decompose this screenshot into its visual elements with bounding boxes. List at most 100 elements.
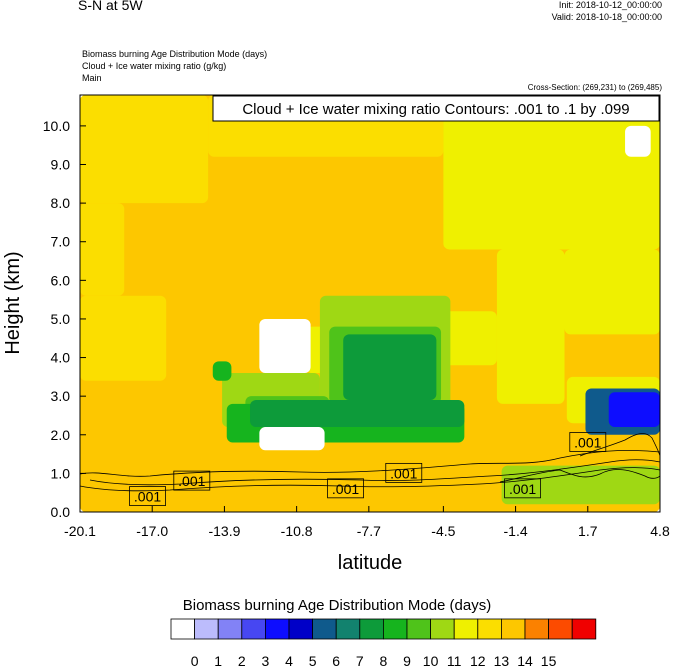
x-tick-label: 4.8	[650, 523, 670, 539]
colorbar-swatch	[382, 618, 408, 640]
shaded-region	[80, 203, 125, 296]
shaded-region	[496, 249, 565, 404]
contour-label-box	[327, 478, 364, 499]
shaded-region	[250, 400, 465, 428]
colorbar-label: 11	[447, 653, 462, 668]
shaded-region	[501, 465, 660, 505]
contour-label-box	[173, 470, 211, 491]
cross-section-label: Cross-Section: (269,231) to (269,485)	[527, 83, 662, 92]
shaded-region	[343, 334, 437, 401]
colorbar-swatch	[288, 618, 314, 640]
colorbar-label: 9	[403, 653, 411, 668]
chart-main-title: S-N at 5W	[78, 0, 143, 13]
y-axis: 0.0 1.0 2.0 3.0 4.0 5.0 6.0 7.0 8.0 9.0 10.0	[43, 118, 86, 520]
shaded-region	[443, 95, 660, 250]
colorbar-swatch	[359, 618, 384, 640]
colorbar-swatch	[264, 618, 290, 640]
colorbar-swatch	[217, 618, 243, 640]
contour-line	[89, 459, 660, 486]
contour-line	[499, 469, 660, 483]
x-tick-label: 1.7	[578, 523, 598, 539]
shaded-region	[564, 249, 660, 335]
field-name-main: Main	[82, 73, 102, 83]
contour-label: .001	[509, 481, 536, 497]
contour-line	[80, 467, 660, 492]
colorbar-label: 13	[494, 653, 510, 668]
contour-label: .001	[134, 489, 161, 505]
x-axis: -20.1 -17.0 -13.9 -10.8 -7.7 -4.5 -1.4 1.7 4.8	[64, 506, 670, 539]
y-tick-label: 9.0	[51, 157, 71, 173]
shaded-region	[212, 361, 232, 381]
contour-line	[80, 449, 660, 477]
colorbar-swatch	[312, 618, 337, 640]
colorbar: 0 1 2 3 4 5 6 7 8 9 10 11 12 13 14 15	[170, 618, 597, 668]
contour-labels: .001 .001 .001 .001 .001 .001	[129, 432, 607, 506]
colorbar-label: 8	[380, 653, 388, 668]
shaded-region	[80, 95, 209, 204]
contour-label-box	[385, 462, 423, 483]
colorbar-swatch	[335, 618, 361, 640]
x-tick-label: -17.0	[136, 523, 168, 539]
colorbar-swatch	[170, 618, 196, 640]
y-tick-label: 4.0	[51, 350, 71, 366]
field-name-contour: Cloud + Ice water mixing ratio (g/kg)	[82, 61, 227, 71]
shaded-region	[608, 392, 660, 428]
x-tick-label: -7.7	[357, 523, 381, 539]
valid-time-label: Valid: 2018-10-18_00:00:00	[551, 12, 662, 22]
x-tick-label: -20.1	[64, 523, 96, 539]
x-tick-label: -13.9	[208, 523, 240, 539]
colorbar-swatch	[406, 618, 432, 640]
plot-frame	[79, 94, 661, 513]
field-name-shaded: Biomass burning Age Distribution Mode (d…	[82, 49, 268, 59]
contour-title: Cloud + Ice water mixing ratio Contours:…	[242, 101, 629, 118]
y-tick-label: 8.0	[51, 195, 71, 211]
x-tick-label: -4.5	[431, 523, 455, 539]
shaded-region	[259, 318, 311, 373]
colorbar-title: Biomass burning Age Distribution Mode (d…	[182, 597, 492, 614]
colorbar-label: 3	[262, 653, 270, 668]
x-axis-label: latitude	[338, 552, 403, 574]
colorbar-label: 14	[517, 653, 533, 668]
contour-label: .001	[178, 473, 205, 489]
colorbar-label: 10	[423, 653, 439, 668]
contour-label-box	[569, 432, 607, 452]
colorbar-label: 5	[309, 653, 317, 668]
shaded-region	[625, 125, 651, 157]
contour-line	[579, 433, 660, 457]
init-time-label: Init: 2018-10-12_00:00:00	[558, 0, 662, 10]
colorbar-label: 12	[470, 653, 486, 668]
contour-label: .001	[574, 435, 601, 451]
y-tick-label: 2.0	[51, 427, 71, 443]
contour-label-box	[129, 486, 166, 506]
y-tick-label: 1.0	[51, 465, 71, 481]
shaded-region	[80, 295, 167, 381]
colorbar-label: 1	[214, 653, 222, 668]
colorbar-label: 0	[191, 653, 199, 668]
y-tick-label: 0.0	[51, 504, 71, 520]
colorbar-label: 7	[356, 653, 364, 668]
shaded-field	[80, 95, 660, 512]
y-tick-label: 7.0	[51, 234, 71, 250]
colorbar-label: 15	[541, 653, 557, 668]
y-tick-label: 6.0	[51, 272, 71, 288]
colorbar-swatch	[571, 618, 597, 640]
y-tick-label: 3.0	[51, 388, 71, 404]
contour-label: .001	[332, 481, 359, 497]
contour-label-box	[504, 478, 541, 499]
colorbar-swatch	[241, 618, 266, 640]
colorbar-swatch	[524, 618, 550, 640]
colorbar-label: 6	[332, 653, 340, 668]
colorbar-swatch	[477, 618, 502, 640]
colorbar-swatch	[430, 618, 455, 640]
colorbar-swatch	[194, 618, 219, 640]
y-axis-label: Height (km)	[2, 251, 24, 354]
shaded-region	[259, 427, 325, 451]
contour-title-box: Cloud + Ice water mixing ratio Contours:…	[212, 95, 660, 122]
contour-label: .001	[390, 465, 417, 481]
contour-lines	[80, 433, 660, 492]
x-tick-label: -10.8	[281, 523, 313, 539]
colorbar-swatch	[453, 618, 479, 640]
colorbar-swatch	[500, 618, 526, 640]
colorbar-swatch	[548, 618, 573, 640]
